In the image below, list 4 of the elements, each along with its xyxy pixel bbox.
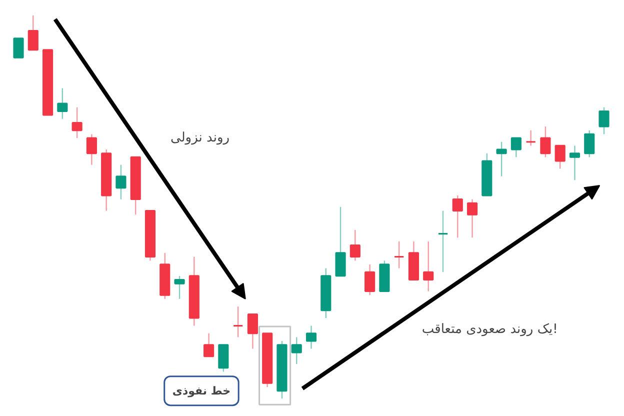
annotation: یک روند صعودی متعاقب! [422, 322, 558, 338]
candlestick [13, 38, 24, 58]
annotation: روند نزولی [170, 130, 230, 146]
annotation: خط نفوذی [172, 384, 231, 398]
